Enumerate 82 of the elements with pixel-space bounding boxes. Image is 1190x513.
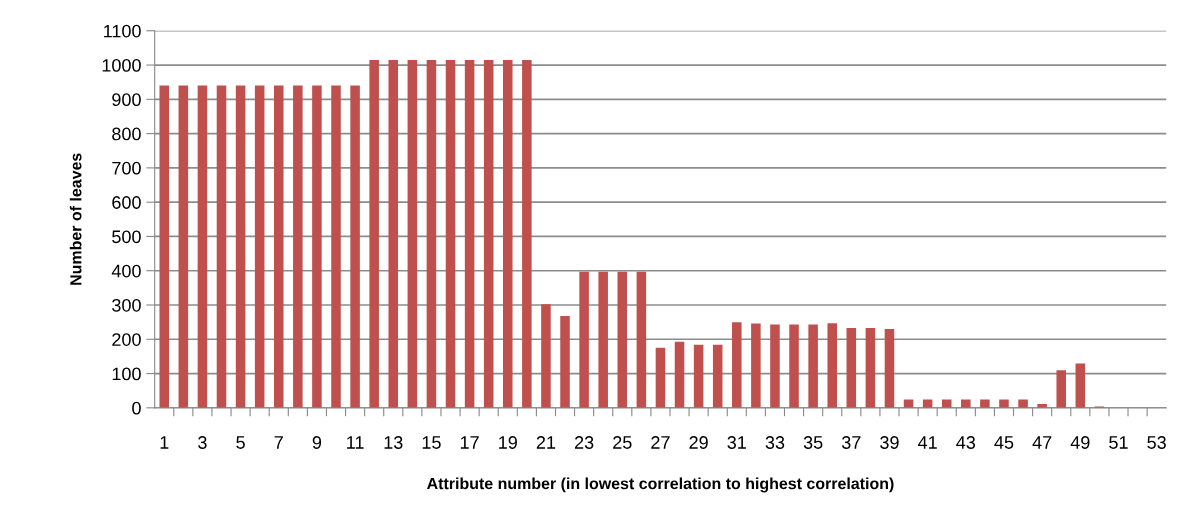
bar <box>483 59 494 408</box>
bar <box>560 315 570 408</box>
y-tick-label: 200 <box>112 333 141 346</box>
bar <box>159 85 170 408</box>
bar <box>789 324 799 408</box>
x-tick-label: 49 <box>1070 436 1090 449</box>
bar <box>388 59 399 408</box>
x-tick-label: 53 <box>1147 436 1166 449</box>
x-axis-title: Attribute number (in lowest correlation to highest correlation) <box>427 477 894 493</box>
bar <box>331 85 341 408</box>
bar <box>464 59 475 408</box>
bar <box>503 59 513 408</box>
y-tick-label: 1100 <box>104 24 141 38</box>
bar <box>865 327 876 408</box>
x-tick-label: 11 <box>347 436 364 449</box>
x-tick-label: 3 <box>198 436 207 449</box>
y-tick-label: 700 <box>112 161 141 175</box>
bar <box>178 85 189 408</box>
bar <box>579 271 589 408</box>
y-tick-label: 900 <box>112 93 141 107</box>
bar <box>1056 370 1066 408</box>
bar <box>350 85 360 408</box>
bar <box>827 323 837 408</box>
bar <box>312 85 322 408</box>
x-tick-label: 39 <box>880 436 899 449</box>
x-tick-label: 9 <box>312 436 322 449</box>
x-tick-label: 23 <box>574 436 594 449</box>
bar <box>598 271 608 408</box>
bar <box>216 85 227 408</box>
x-tick-label: 27 <box>651 436 670 449</box>
bar <box>617 271 628 408</box>
x-tick-label: 37 <box>841 436 861 449</box>
bar <box>884 329 895 408</box>
bar <box>1075 363 1086 408</box>
bar <box>522 59 532 408</box>
x-tick-label: 51 <box>1109 436 1128 449</box>
y-tick-label: 1000 <box>102 58 141 72</box>
bar <box>732 322 742 408</box>
y-tick-label: 400 <box>111 264 141 278</box>
x-tick-label: 15 <box>422 436 441 449</box>
x-tick-label: 31 <box>727 436 746 449</box>
bar <box>751 323 761 408</box>
x-tick-label: 19 <box>499 436 517 449</box>
bar <box>693 344 704 408</box>
bar <box>426 59 437 408</box>
bar <box>254 85 265 408</box>
y-axis-title: Number of leaves <box>69 153 82 285</box>
y-tick-label: 100 <box>112 367 141 381</box>
bar <box>293 85 303 408</box>
bar <box>655 347 666 408</box>
x-tick-label: 1 <box>160 436 169 449</box>
x-tick-label: 7 <box>274 436 283 449</box>
x-tick-label: 35 <box>803 436 823 449</box>
bar <box>273 85 284 408</box>
bar <box>674 341 685 408</box>
x-tick-label: 45 <box>994 436 1014 449</box>
bar <box>445 59 456 408</box>
x-tick-label: 29 <box>689 436 708 449</box>
x-tick-label: 25 <box>613 436 632 449</box>
x-tick-label: 43 <box>956 436 976 449</box>
y-tick-label: 600 <box>112 196 141 209</box>
x-tick-label: 17 <box>460 436 479 449</box>
bar <box>770 324 780 408</box>
bar <box>235 85 246 408</box>
y-tick-label: 300 <box>112 298 141 312</box>
bar <box>846 327 857 408</box>
bar <box>636 271 647 408</box>
x-tick-label: 13 <box>384 436 403 449</box>
x-tick-label: 41 <box>918 436 937 449</box>
y-tick-label: 500 <box>112 230 141 244</box>
y-tick-label: 800 <box>112 127 141 141</box>
bar <box>808 324 818 408</box>
bar <box>369 59 379 408</box>
x-tick-label: 5 <box>236 436 245 449</box>
bar <box>197 85 208 408</box>
x-tick-label: 33 <box>765 436 785 449</box>
x-tick-label: 47 <box>1032 436 1052 449</box>
bar <box>407 59 418 408</box>
bar <box>541 304 551 408</box>
bar <box>712 344 723 408</box>
y-tick-label: 0 <box>132 401 141 415</box>
x-tick-label: 21 <box>536 436 556 449</box>
